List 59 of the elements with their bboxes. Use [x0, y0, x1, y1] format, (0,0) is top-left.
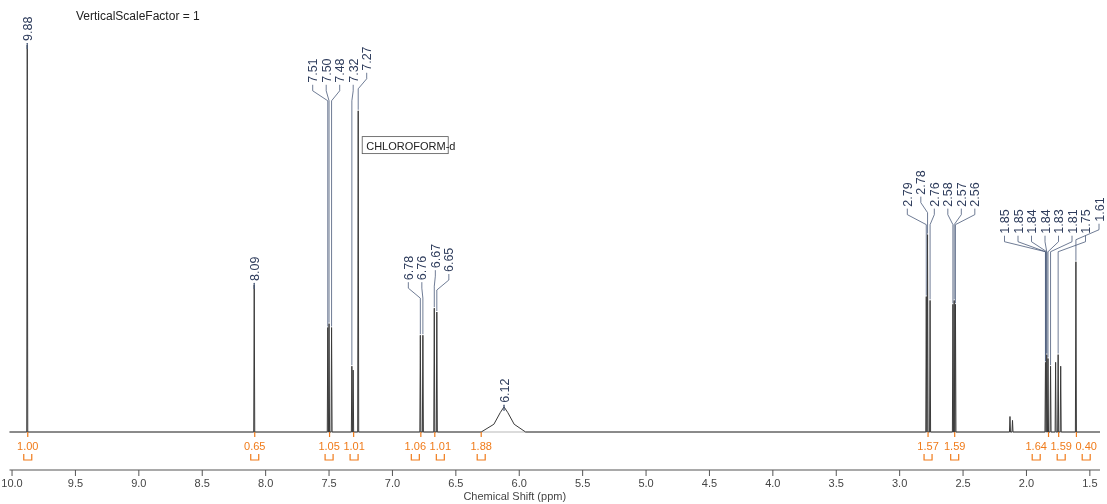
annotation: 1.57 [917, 440, 939, 452]
annotation: 1.75 [1079, 209, 1093, 234]
annotation: 1.59 [943, 440, 966, 452]
x-axis-title: Chemical Shift (ppm) [463, 490, 567, 502]
annotation: 1.81 [1065, 209, 1080, 234]
x-tick-label: 8.5 [194, 477, 210, 489]
x-tick-label: 2.0 [1018, 477, 1035, 489]
annotation: 1.59 [1050, 440, 1072, 452]
text: VerticalScaleFactor = 1 [76, 9, 201, 23]
annotation: 7.50 [319, 58, 334, 83]
annotation: 2.79 [900, 182, 915, 207]
x-tick-label: 5.0 [638, 477, 654, 489]
annotation: 1.01 [429, 440, 452, 452]
annotation: 7.51 [306, 58, 321, 83]
annotation: 1.61 [1092, 197, 1107, 222]
annotation: 0.65 [244, 440, 266, 452]
annotation: 6.12 [497, 378, 512, 403]
annotation: 6.76 [415, 255, 430, 281]
annotation: 6.67 [428, 243, 443, 269]
x-tick-label: 5.5 [575, 477, 591, 489]
annotation: 1.83 [1052, 209, 1066, 234]
annotation: 0.40 [1075, 440, 1097, 452]
x-tick-label: 10.0 [1, 477, 23, 489]
annotation: 1.00 [17, 440, 39, 452]
annotation: 1.84 [1025, 209, 1039, 234]
annotation: 2.57 [954, 182, 969, 207]
x-tick-label: 6.0 [511, 477, 527, 489]
annotation: 2.58 [941, 182, 956, 207]
x-tick-label: 3.0 [892, 477, 908, 489]
annotation: 7.32 [346, 58, 361, 83]
annotation: 2.56 [968, 182, 983, 207]
x-tick-label: 7.5 [321, 477, 337, 489]
annotation: 1.84 [1038, 209, 1053, 234]
x-tick-label: 4.0 [765, 477, 781, 489]
x-tick-label: 8.0 [257, 477, 274, 489]
annotation: 2.78 [914, 170, 929, 195]
annotation: 1.64 [1025, 440, 1047, 452]
x-tick-label: 1.5 [1082, 477, 1098, 489]
annotation: 2.76 [927, 182, 942, 207]
annotation: 7.27 [360, 46, 375, 71]
x-tick-label: 9.5 [67, 477, 84, 489]
x-tick-label: 7.0 [384, 477, 401, 489]
x-tick-label: 2.5 [955, 477, 971, 489]
x-tick-label: 6.5 [448, 477, 464, 489]
annotation: 9.88 [20, 16, 35, 41]
annotation: 1.05 [318, 440, 340, 452]
annotation: 1.85 [1011, 209, 1026, 234]
x-tick-label: 3.5 [828, 477, 844, 489]
annotation: 8.09 [247, 256, 262, 281]
annotation: 1.88 [470, 440, 492, 452]
annotation: 6.78 [401, 255, 416, 281]
annotation: CHLOROFORM-d [366, 139, 456, 152]
annotation: 7.48 [333, 58, 348, 83]
annotation: 6.65 [442, 247, 457, 273]
x-tick-label: 9.0 [131, 477, 147, 489]
annotation: 1.06 [404, 440, 427, 452]
x-tick-label: 4.5 [701, 477, 718, 489]
annotation: 1.85 [998, 209, 1012, 234]
annotation: 1.01 [343, 440, 365, 452]
